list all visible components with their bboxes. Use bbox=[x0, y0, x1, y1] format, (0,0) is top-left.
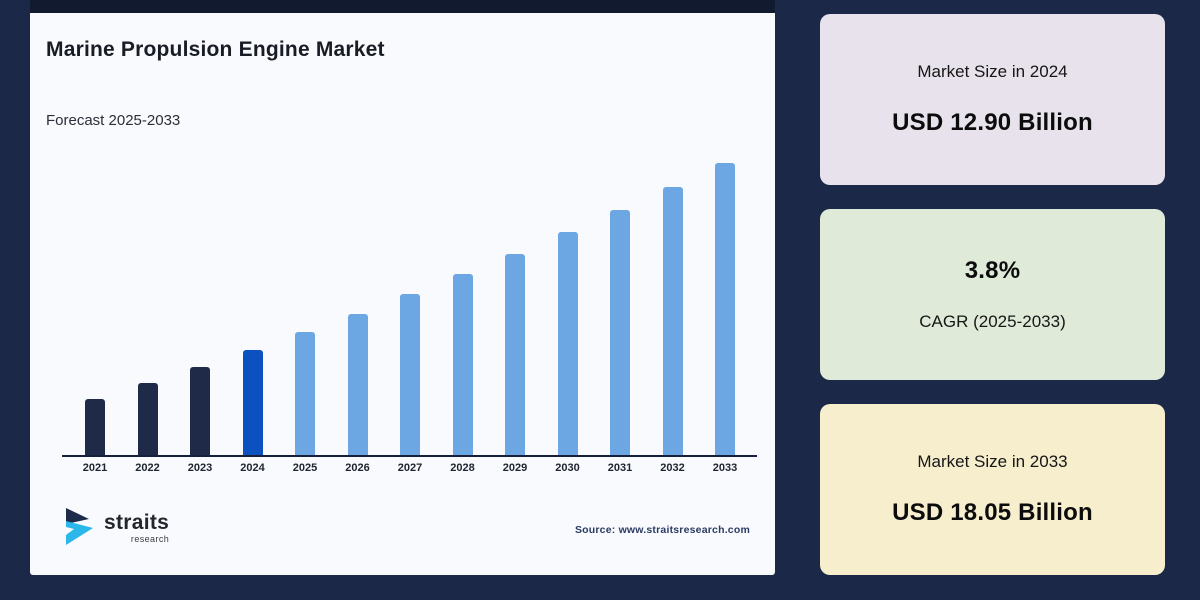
bar-2031 bbox=[610, 210, 630, 455]
bar-2033 bbox=[715, 163, 735, 455]
bar-column bbox=[288, 143, 322, 455]
bar-column bbox=[78, 143, 112, 455]
source-attribution: Source: www.straitsresearch.com bbox=[574, 524, 750, 536]
chart-subtitle: Forecast 2025-2033 bbox=[46, 112, 181, 129]
x-axis-label-2028: 2028 bbox=[450, 462, 475, 474]
stat-value: USD 18.05 Billion bbox=[892, 499, 1093, 526]
card-top-accent-bar bbox=[30, 0, 775, 13]
bar-2023 bbox=[190, 367, 210, 455]
stat-label: Market Size in 2024 bbox=[917, 62, 1068, 81]
bar-2024 bbox=[242, 350, 263, 455]
x-axis-label-2031: 2031 bbox=[607, 462, 633, 474]
bar-2021 bbox=[85, 399, 105, 455]
x-axis-label-2027: 2027 bbox=[397, 462, 423, 474]
x-axis-label-2029: 2029 bbox=[502, 462, 528, 474]
stat-card-market-size-2033: Market Size in 2033 USD 18.05 Billion bbox=[820, 404, 1165, 575]
bar-column bbox=[131, 143, 165, 455]
bar-column bbox=[708, 143, 742, 455]
x-axis-label-2023: 2023 bbox=[187, 462, 213, 474]
bar-column bbox=[183, 143, 217, 455]
bar-2029 bbox=[505, 254, 525, 455]
bar-column bbox=[341, 143, 375, 455]
bar-column bbox=[446, 143, 480, 455]
bar-2026 bbox=[347, 314, 368, 455]
x-axis-label-2025: 2025 bbox=[292, 462, 318, 474]
bar-2025 bbox=[295, 332, 315, 455]
bar-2030 bbox=[557, 232, 578, 455]
x-axis-label-2021: 2021 bbox=[82, 462, 108, 474]
bar-column bbox=[393, 143, 427, 455]
bar-column bbox=[603, 143, 637, 455]
bar-2027 bbox=[400, 294, 420, 455]
bar-2028 bbox=[452, 274, 473, 455]
x-axis-line bbox=[62, 455, 757, 457]
bar-column bbox=[551, 143, 585, 455]
x-axis-label-2033: 2033 bbox=[712, 462, 738, 474]
bar-2032 bbox=[662, 187, 683, 455]
stat-card-cagr: 3.8% CAGR (2025-2033) bbox=[820, 209, 1165, 380]
chart-card: Marine Propulsion Engine Market Forecast… bbox=[30, 0, 775, 575]
logo-text-sub: research bbox=[130, 534, 170, 544]
stat-value: USD 12.90 Billion bbox=[892, 109, 1093, 136]
logo-text: straits research bbox=[104, 511, 170, 544]
logo-arrow-cyan bbox=[66, 521, 93, 545]
x-axis-label-2024: 2024 bbox=[240, 462, 265, 474]
page-title: Marine Propulsion Engine Market bbox=[46, 38, 385, 61]
stat-label: Market Size in 2033 bbox=[917, 452, 1068, 471]
x-axis-labels: 2021 2022 2023 2024 2025 2026 2027 2028 2029 2030… bbox=[78, 462, 742, 474]
stat-label: CAGR (2025-2033) bbox=[919, 312, 1066, 331]
straits-research-logo: straits research bbox=[60, 505, 169, 552]
x-axis-label-2026: 2026 bbox=[345, 462, 370, 474]
bar-2022 bbox=[137, 383, 158, 455]
x-axis-label-2032: 2032 bbox=[660, 462, 685, 474]
straits-logo-icon bbox=[60, 505, 100, 552]
bar-column bbox=[236, 143, 270, 455]
stat-card-market-size-2024: Market Size in 2024 USD 12.90 Billion bbox=[820, 14, 1165, 185]
x-axis-label-2030: 2030 bbox=[555, 462, 580, 474]
bar-chart bbox=[78, 143, 742, 455]
logo-arrow-dark bbox=[66, 508, 89, 524]
bar-column bbox=[656, 143, 690, 455]
bar-column bbox=[498, 143, 532, 455]
x-axis-label-2022: 2022 bbox=[135, 462, 160, 474]
stat-value: 3.8% bbox=[964, 257, 1021, 284]
logo-text-main: straits bbox=[104, 511, 170, 534]
